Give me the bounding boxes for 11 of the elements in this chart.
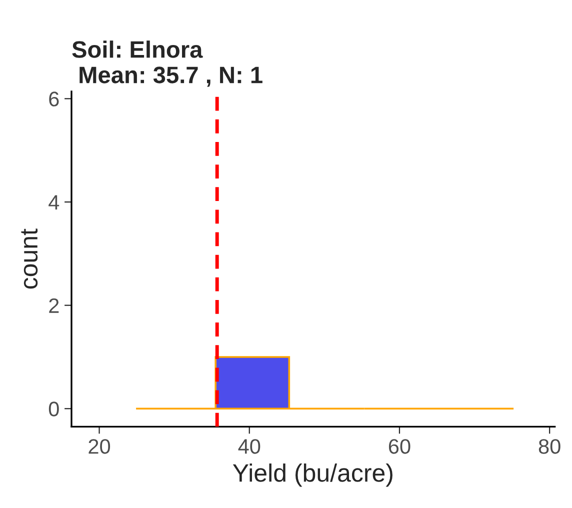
x-tick-label: 60 xyxy=(388,439,410,454)
x-tick-label: 40 xyxy=(238,439,260,454)
y-tick-label: 0 xyxy=(48,402,59,416)
y-tick-label: 6 xyxy=(49,92,59,106)
x-axis-title: Yield (bu/acre) xyxy=(232,464,392,487)
x-tick-label: 20 xyxy=(88,439,110,454)
y-tick-label: 2 xyxy=(49,298,59,313)
y-axis-title: count xyxy=(21,228,38,289)
x-tick-label: 80 xyxy=(538,439,560,454)
y-tick-label: 4 xyxy=(48,195,60,210)
chart-title: Soil: Elnora Mean: 35.7 , N: 1 xyxy=(72,40,262,87)
